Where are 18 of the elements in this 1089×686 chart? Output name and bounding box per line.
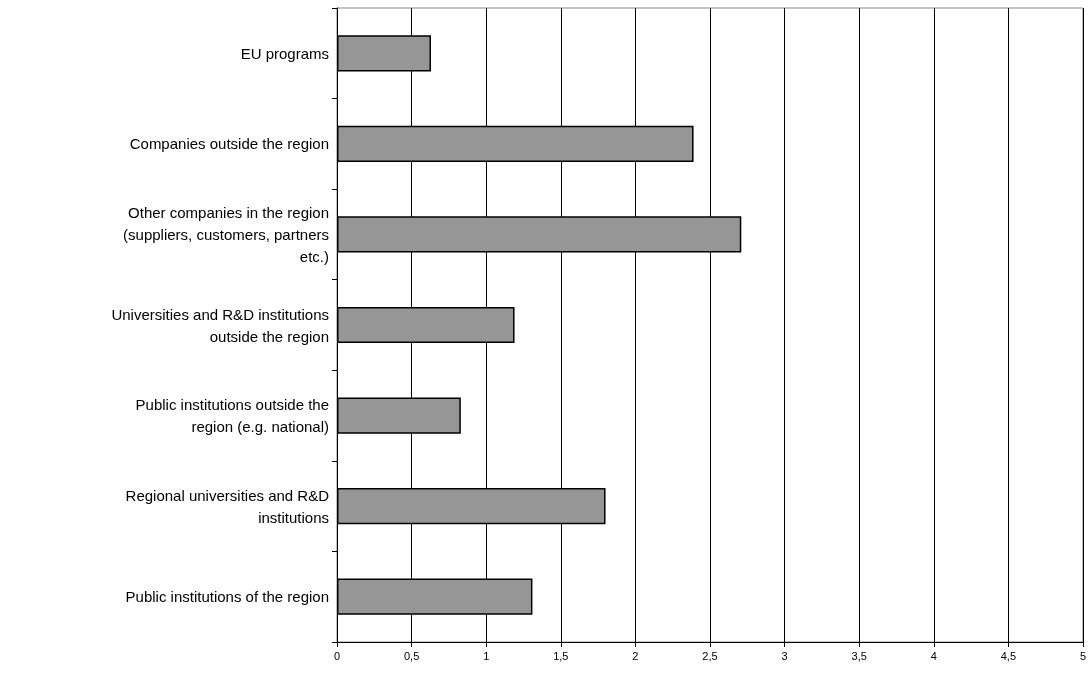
- y-tick-label: Other companies in the region (suppliers, customers, partners etc.): [123, 203, 329, 265]
- x-tick-label: 3,5: [851, 649, 867, 662]
- x-tick-label: 2,5: [702, 649, 718, 662]
- x-tick-label: 0: [333, 649, 341, 662]
- y-tick-label: Public institutions of the region: [125, 588, 329, 606]
- x-tick-label: 3: [781, 649, 788, 662]
- y-tick-label: Public institutions outside the region (e.g. national): [135, 396, 329, 436]
- x-tick-label: 0,5: [403, 649, 420, 662]
- x-tick-label: 1,5: [553, 649, 569, 662]
- x-tick-label: 4,5: [1000, 649, 1016, 662]
- y-tick-label: Companies outside the region: [129, 135, 329, 153]
- y-tick-label: Universities and R&D institutions outside the region: [111, 305, 329, 345]
- x-tick-label: 4: [930, 649, 937, 662]
- x-tick-label: 5: [1079, 649, 1086, 662]
- x-tick-label: 1: [483, 649, 490, 662]
- x-tick-label: 2: [632, 649, 639, 662]
- y-tick-label: Regional universities and R&D institutions: [125, 486, 330, 526]
- y-tick-label: EU programs: [240, 44, 329, 62]
